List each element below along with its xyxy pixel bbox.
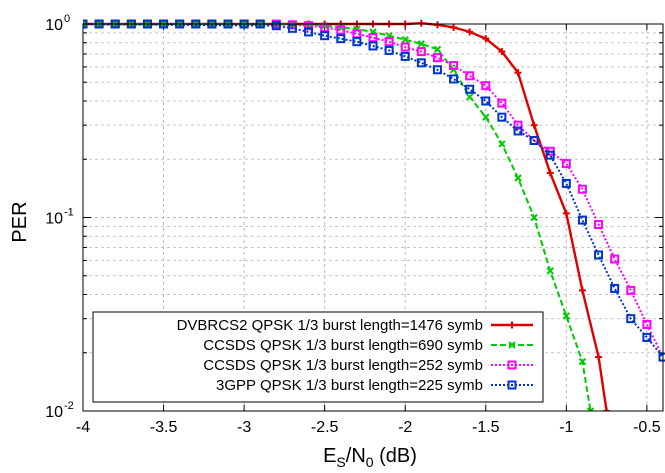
series-1-point [579,287,586,294]
series-1-point [531,122,538,129]
x-axis-label-tail: (dB) [374,445,417,467]
series-4-point [611,285,618,292]
y-tick-label: 10 [45,17,63,34]
y-tick-label: 10 [45,211,63,228]
x-tick-label: -2.5 [311,419,339,436]
x-tick-label: -0.5 [633,419,661,436]
y-tick-label: 10 [45,404,63,421]
x-tick-label: -4 [76,419,90,436]
legend-label-2: CCSDS QPSK 1/3 burst length=690 symb [203,337,483,354]
x-tick-label: -3 [237,419,251,436]
marker-square [595,252,602,259]
marker-square [611,285,618,292]
x-axis-label: ES/N0 (dB) [323,445,417,468]
x-axis-label-sub1: S [336,454,345,468]
series-1-point [547,169,554,176]
series-4 [80,21,665,361]
legend-label-4: 3GPP QPSK 1/3 burst length=225 symb [216,377,483,394]
y-tick-label-exponent: -1 [64,207,74,219]
marker-square [627,287,634,294]
series-2-point [467,94,473,100]
series-3-point [627,287,634,294]
series-1-point [466,28,473,35]
y-tick-label-exponent: -2 [64,400,74,412]
x-axis-label-sub2: 0 [366,454,374,468]
x-tick-label: -1.5 [472,419,500,436]
series-1-point [418,20,425,27]
series-4-line [83,24,663,357]
x-axis-label-base: E [323,445,336,467]
x-axis-label-mid: /N [346,445,366,467]
legend-label-1: DVBRCS2 QPSK 1/3 burst length=1476 symb [177,317,483,334]
y-tick-label-exponent: 0 [64,13,70,25]
x-tick-label: -1 [559,419,573,436]
legend: DVBRCS2 QPSK 1/3 burst length=1476 symb C… [93,312,543,402]
series-3-line [83,24,663,357]
series-3 [80,21,665,361]
series-1-point [563,210,570,217]
series-1-point [434,21,441,28]
series-1-point [595,354,602,361]
legend-label-3: CCSDS QPSK 1/3 burst length=252 symb [203,357,483,374]
series-1-point [450,24,457,31]
x-tick-label: -2 [398,419,412,436]
x-tick-label: -3.5 [150,419,178,436]
y-axis-label: PER [9,201,31,242]
series-4-point [595,252,602,259]
